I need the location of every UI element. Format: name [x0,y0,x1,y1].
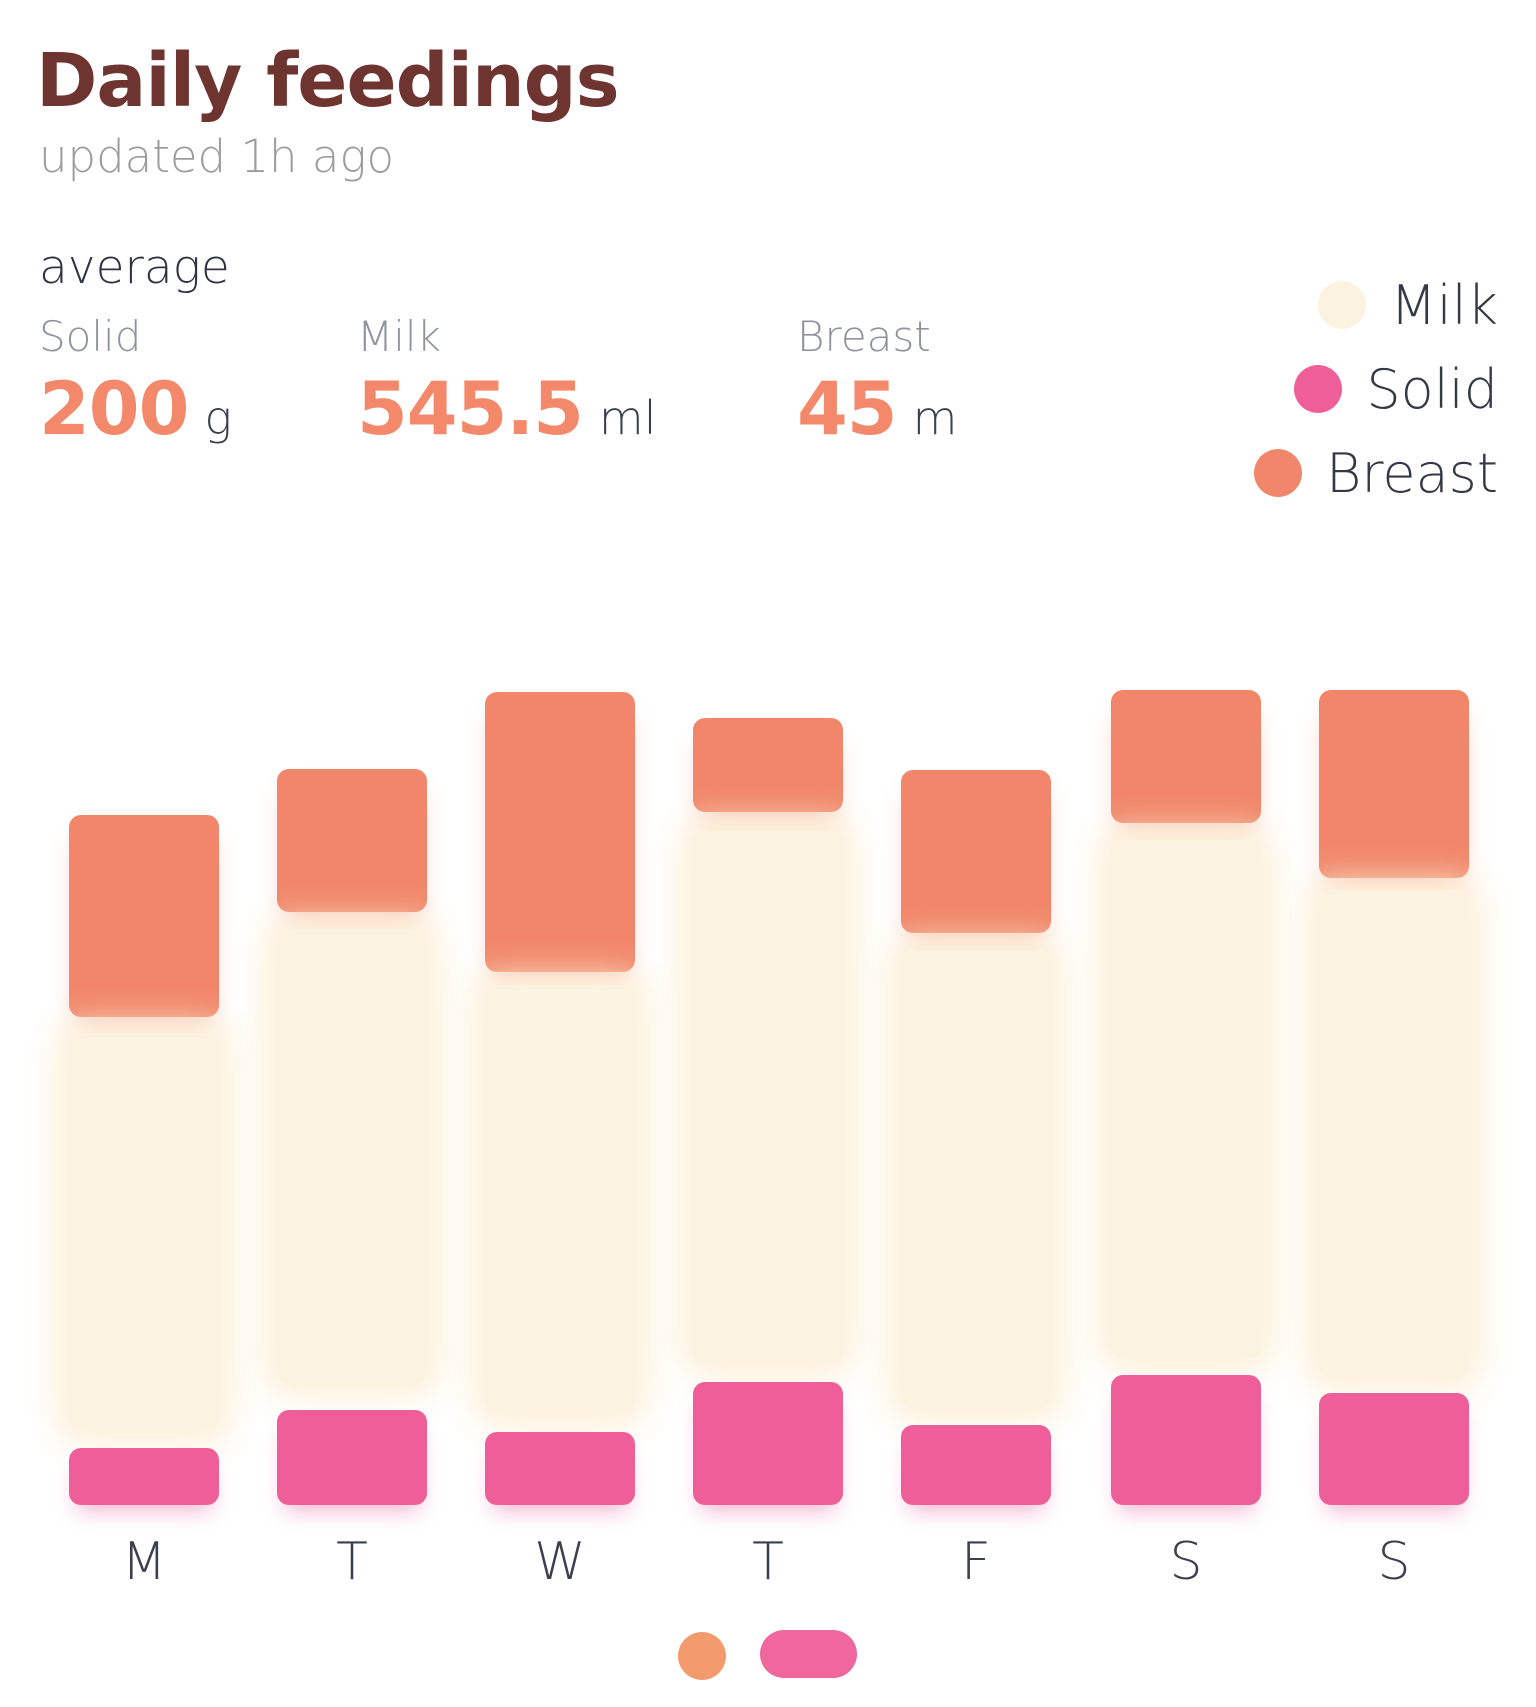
legend-item-breast: Breast [1254,431,1498,515]
stat-milk-unit: ml [598,391,657,445]
x-axis-label-3: W [534,1532,586,1592]
legend-item-solid: Solid [1294,347,1498,431]
stat-breast: Breast 45 m [797,312,957,452]
bar-4-breast-segment [693,718,843,812]
stat-solid-unit: g [204,391,232,445]
stat-solid-name: Solid [39,312,142,361]
bar-1-solid-segment [69,1448,219,1505]
page-title: Daily feedings [36,38,620,124]
x-axis-label-6: S [1169,1532,1203,1592]
bar-1-milk-segment [69,1033,219,1430]
bar-5-solid-segment [901,1425,1051,1505]
updated-status: updated 1h ago [39,130,394,183]
legend: Milk Solid Breast [1254,263,1498,515]
milk-color-dot-icon [1318,281,1367,329]
stat-breast-unit: m [912,391,958,445]
bar-7-breast-segment [1319,690,1469,878]
x-axis-label-1: M [121,1532,167,1592]
solid-color-dot-icon [1294,365,1343,413]
legend-item-label: Milk [1390,273,1498,337]
legend-item-label: Breast [1326,441,1498,505]
legend-item-milk: Milk [1318,263,1498,347]
bar-2-milk-segment [277,930,427,1383]
stat-breast-value: 45 [797,367,898,452]
stat-solid: Solid 200 g [39,312,232,452]
x-axis-label-5: F [961,1532,991,1592]
bar-3-milk-segment [485,985,635,1413]
bar-5-milk-segment [901,950,1051,1408]
bar-3-breast-segment [485,692,635,972]
bar-2-solid-segment [277,1410,427,1505]
bar-7-solid-segment [1319,1393,1469,1505]
stat-milk-value: 545.5 [357,367,584,452]
x-axis-label-7: S [1377,1532,1411,1592]
page-dot-solid-icon[interactable] [760,1630,857,1678]
stat-breast-name: Breast [797,312,931,361]
x-axis-label-2: T [336,1532,368,1592]
bar-3-solid-segment [485,1432,635,1505]
bar-4-solid-segment [693,1382,843,1505]
page-dot-breast-icon[interactable] [678,1632,726,1680]
bar-6-solid-segment [1111,1375,1261,1505]
bar-7-milk-segment [1319,890,1469,1377]
bar-2-breast-segment [277,769,427,912]
breast-color-dot-icon [1254,449,1302,497]
stat-milk: Milk 545.5 ml [357,312,657,452]
bar-6-milk-segment [1111,840,1261,1358]
average-label: average [39,240,230,295]
bar-1-breast-segment [69,815,219,1017]
stat-solid-value: 200 [39,367,189,452]
bar-6-breast-segment [1111,690,1261,823]
legend-item-label: Solid [1366,357,1498,421]
x-axis-label-4: T [752,1532,784,1592]
bar-4-milk-segment [693,830,843,1363]
bar-5-breast-segment [901,770,1051,933]
stat-milk-name: Milk [357,312,441,361]
